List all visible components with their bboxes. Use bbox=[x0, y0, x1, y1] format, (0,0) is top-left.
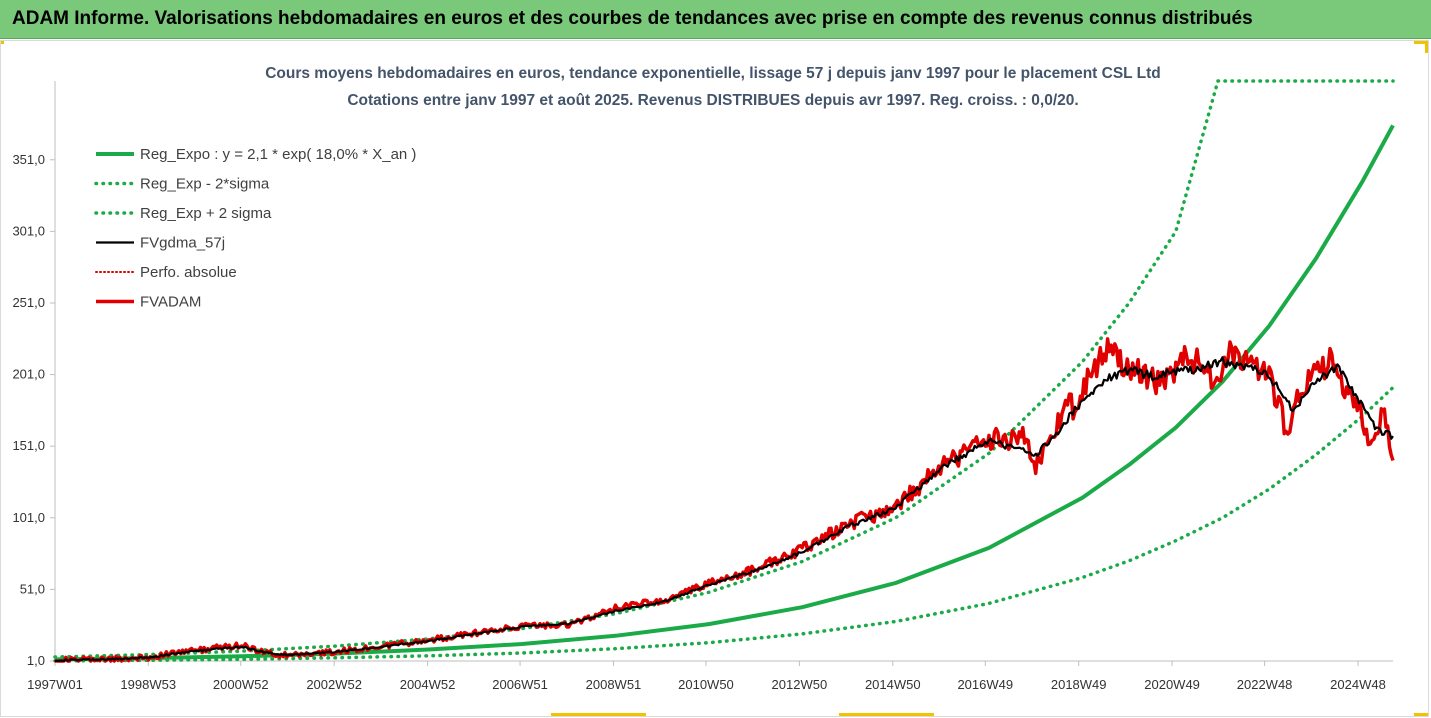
legend-label: FVADAM bbox=[140, 294, 201, 311]
frame-corner-bottom-right bbox=[1414, 713, 1428, 716]
legend-label: FVgdma_57j bbox=[140, 235, 225, 252]
x-tick-label: 2024W48 bbox=[1330, 677, 1386, 692]
legend-label: Reg_Exp + 2 sigma bbox=[140, 205, 272, 222]
chart-subtitle: Cotations entre janv 1997 et août 2025. … bbox=[347, 92, 1078, 109]
series-line-3 bbox=[54, 356, 1394, 663]
series-line-2 bbox=[53, 79, 1395, 659]
series-line-1 bbox=[53, 385, 1395, 663]
x-tick-label: 1998W53 bbox=[120, 677, 176, 692]
legend-label: Reg_Exp - 2*sigma bbox=[140, 176, 270, 193]
chart-title: Cours moyens hebdomadaires en euros, ten… bbox=[265, 65, 1161, 82]
x-tick-label: 1997W01 bbox=[27, 677, 83, 692]
chart-frame: Cours moyens hebdomadaires en euros, ten… bbox=[0, 40, 1429, 717]
y-tick-label: 251,0 bbox=[12, 295, 45, 310]
plot-area bbox=[53, 79, 1395, 663]
frame-corner-top-left bbox=[1, 41, 4, 44]
y-tick-label: 201,0 bbox=[12, 367, 45, 382]
x-tick-label: 2010W50 bbox=[678, 677, 734, 692]
legend: Reg_Expo : y = 2,1 * exp( 18,0% * X_an )… bbox=[94, 146, 416, 311]
y-tick-label: 301,0 bbox=[12, 223, 45, 238]
frame-corner-top-right bbox=[1414, 41, 1428, 44]
y-axis: 1,0 51,0 101,0 151,0 201,0 251,0 301,0 351,0 bbox=[12, 81, 56, 668]
x-tick-label: 2014W50 bbox=[865, 677, 921, 692]
header-bar: ADAM Informe. Valorisations hebdomadaire… bbox=[0, 0, 1431, 39]
x-tick-label: 2000W52 bbox=[213, 677, 269, 692]
x-tick-label: 2006W51 bbox=[492, 677, 548, 692]
page-title: ADAM Informe. Valorisations hebdomadaire… bbox=[12, 8, 1253, 29]
x-tick-label: 2018W49 bbox=[1051, 677, 1107, 692]
series-line-4 bbox=[54, 356, 1394, 662]
frame-handle-bottom-right bbox=[839, 713, 934, 716]
x-tick-label: 2004W52 bbox=[400, 677, 456, 692]
series-line-5 bbox=[55, 337, 1395, 663]
y-tick-label: 101,0 bbox=[12, 510, 45, 525]
frame-corner-top-right-side bbox=[1425, 41, 1428, 53]
legend-label: Perfo. absolue bbox=[140, 264, 237, 281]
y-tick-label: 151,0 bbox=[12, 438, 45, 453]
x-axis: 1997W01 1998W53 2000W52 2002W52 2004W52 2006W… bbox=[27, 660, 1393, 692]
y-tick-label: 51,0 bbox=[20, 581, 45, 596]
x-tick-label: 2020W49 bbox=[1144, 677, 1200, 692]
legend-label: Reg_Expo : y = 2,1 * exp( 18,0% * X_an ) bbox=[140, 146, 416, 163]
y-tick-label: 1,0 bbox=[27, 653, 45, 668]
x-tick-label: 2012W50 bbox=[772, 677, 828, 692]
chart-svg: Cours moyens hebdomadaires en euros, ten… bbox=[12, 65, 1395, 692]
x-tick-label: 2002W52 bbox=[306, 677, 362, 692]
x-tick-label: 2022W48 bbox=[1237, 677, 1293, 692]
x-tick-label: 2008W51 bbox=[586, 677, 642, 692]
frame-handle-bottom-left bbox=[551, 713, 646, 716]
y-tick-label: 351,0 bbox=[12, 152, 45, 167]
x-tick-label: 2016W49 bbox=[957, 677, 1013, 692]
